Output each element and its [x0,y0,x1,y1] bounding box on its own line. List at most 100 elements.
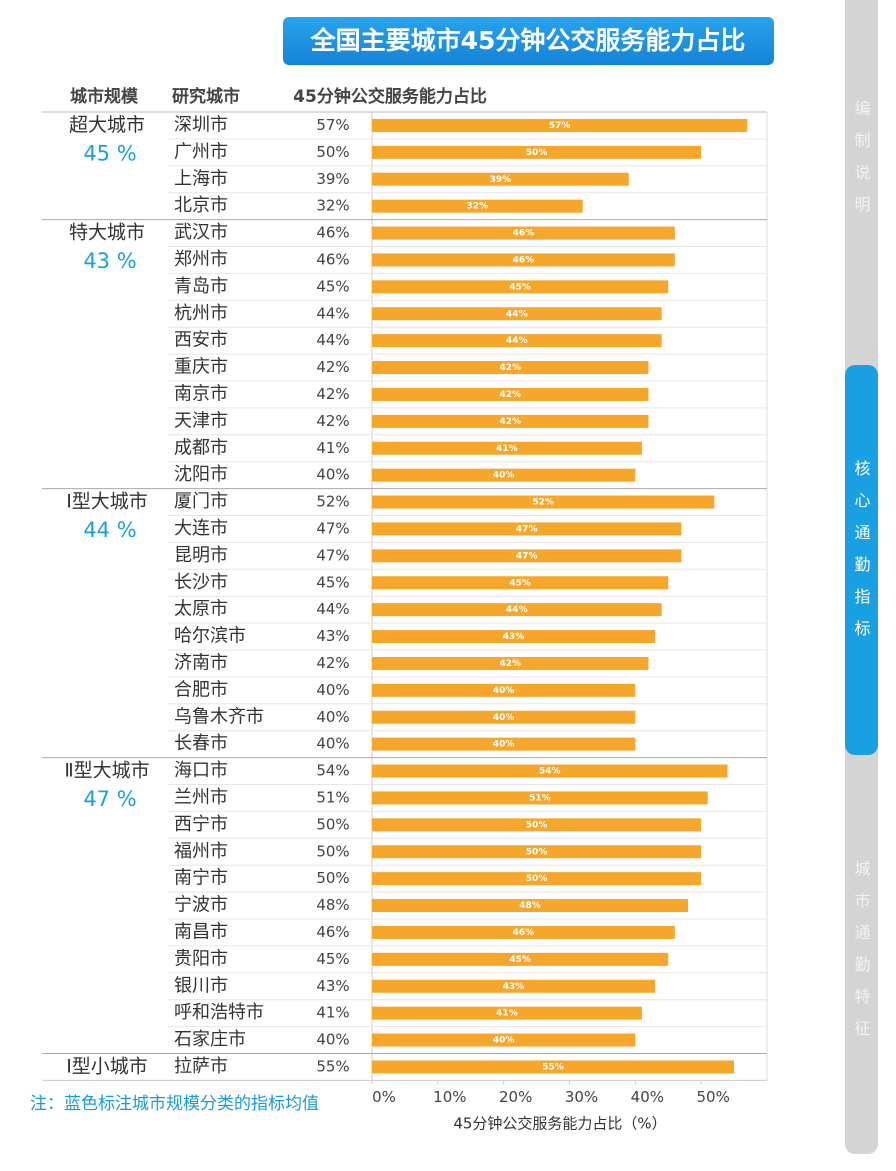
city-label: 太原市 [174,599,228,620]
bar-label: 47% [516,524,538,534]
bar [372,576,669,590]
group-name: Ⅰ型小城市 [66,1055,148,1077]
value-text: 54% [316,762,349,780]
bar [372,656,649,670]
group-name: 超大城市 [69,114,145,136]
bar [372,791,708,805]
bar [372,549,682,563]
group-average: 45 % [83,141,136,165]
bar-label: 41% [496,444,518,454]
bar [372,872,702,886]
city-label: 西宁市 [174,814,228,835]
bar [372,280,669,294]
city-label: 上海市 [174,168,228,189]
sidebar-tab[interactable]: 核心通勤指标 [852,460,871,652]
value-text: 41% [316,1004,349,1022]
bar [372,979,656,993]
bar-label: 54% [539,767,561,777]
bar [372,630,656,644]
sidebar-tab[interactable]: 城市通勤特征 [852,860,871,1052]
value-text: 39% [316,170,349,188]
bar-label: 44% [506,309,528,319]
city-label: 拉萨市 [174,1056,228,1077]
value-text: 57% [316,116,349,134]
bar-label: 50% [526,847,548,857]
bar [372,253,675,267]
value-text: 47% [316,519,349,537]
value-text: 44% [316,600,349,618]
value-text: 50% [316,869,349,887]
bar [372,172,629,186]
bar-label: 45% [509,282,531,292]
city-label: 深圳市 [174,114,228,135]
bar-label: 42% [499,417,521,427]
city-label: 呼和浩特市 [174,1002,264,1023]
value-text: 40% [316,1031,349,1049]
city-label: 哈尔滨市 [174,626,246,647]
bar [372,522,682,536]
x-tick-label: 0% [372,1088,396,1106]
x-axis-label: 45分钟公交服务能力占比（%） [453,1115,666,1133]
x-tick-label: 30% [565,1088,598,1106]
bar [372,334,662,348]
city-label: 厦门市 [174,491,228,512]
bar [372,468,636,482]
city-label: 沈阳市 [174,464,228,485]
value-text: 40% [316,681,349,699]
bar-label: 50% [526,148,548,158]
sidebar-tab-active[interactable] [845,365,878,755]
value-text: 45% [316,277,349,295]
bar [372,441,642,455]
city-label: 武汉市 [174,222,228,243]
city-label: 长沙市 [174,572,228,593]
bar-label: 41% [496,1009,518,1019]
bar-label: 40% [493,471,515,481]
x-tick-label: 40% [631,1088,664,1106]
bar-label: 40% [493,686,515,696]
group-average: 44 % [83,518,136,542]
sidebar-tab[interactable]: 编制说明 [852,100,871,228]
bar [372,925,675,939]
city-label: 北京市 [174,195,228,216]
value-text: 42% [316,412,349,430]
x-tick-label: 10% [433,1088,466,1106]
chart-title: 全国主要城市45分钟公交服务能力占比 [310,26,746,55]
bar-label: 51% [529,793,551,803]
bar [372,683,636,697]
bar-label: 45% [509,578,531,588]
value-text: 45% [316,573,349,591]
value-text: 42% [316,358,349,376]
bar [372,818,702,832]
value-text: 51% [316,788,349,806]
group-average: 43 % [83,249,136,273]
bar-label: 47% [516,551,538,561]
city-label: 石家庄市 [174,1029,246,1050]
bar [372,118,748,132]
title-banner [283,17,774,65]
bar-label: 39% [490,175,512,185]
city-label: 南宁市 [174,868,228,889]
bar [372,1033,636,1047]
value-text: 44% [316,331,349,349]
bar-label: 43% [503,632,525,642]
column-header: 研究城市 [172,86,240,107]
city-label: 杭州市 [174,303,228,324]
city-label: 大连市 [174,518,228,539]
city-label: 兰州市 [174,787,228,808]
bar [372,495,715,509]
bar [372,952,669,966]
value-text: 50% [316,842,349,860]
bar-label: 42% [499,363,521,373]
bar [372,199,583,213]
bar-label: 42% [499,390,521,400]
city-label: 青岛市 [174,276,228,297]
value-text: 47% [316,546,349,564]
column-header: 45分钟公交服务能力占比 [293,86,487,107]
x-tick-label: 50% [696,1088,729,1106]
bar-label: 52% [532,498,554,508]
city-label: 南昌市 [174,921,228,942]
value-text: 32% [316,197,349,215]
city-label: 银川市 [174,975,228,996]
bar-label: 50% [526,874,548,884]
bar-label: 40% [493,713,515,723]
